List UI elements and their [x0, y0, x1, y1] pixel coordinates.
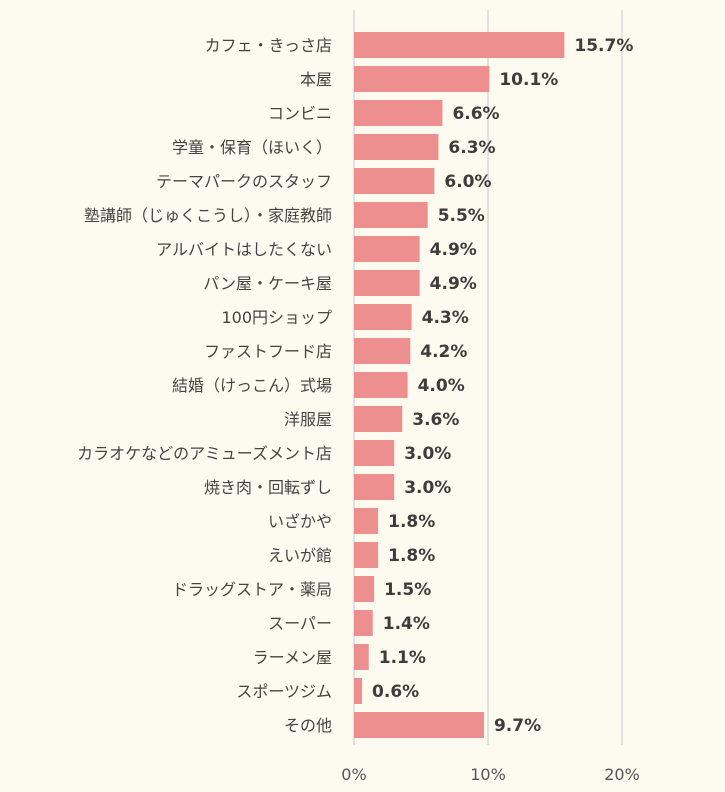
bar: [354, 134, 439, 160]
bar: [354, 508, 379, 534]
category-label: えいが館: [268, 546, 332, 565]
bar: [354, 100, 443, 126]
category-label: スーパー: [268, 614, 332, 633]
value-label: 6.3%: [448, 138, 495, 158]
value-label: 4.2%: [420, 342, 467, 362]
value-label: 3.6%: [412, 410, 459, 430]
bar: [354, 372, 408, 398]
bar: [354, 474, 395, 500]
category-label: ラーメン屋: [253, 648, 332, 667]
category-label: 塾講師（じゅくこうし）・家庭教師: [84, 206, 332, 225]
category-label: カラオケなどのアミューズメント店: [77, 444, 332, 463]
category-label: その他: [284, 716, 332, 735]
category-label: パン屋・ケーキ屋: [203, 274, 332, 293]
bar: [354, 168, 435, 194]
bar: [354, 406, 403, 432]
bar: [354, 270, 420, 296]
value-label: 10.1%: [499, 70, 558, 90]
bar: [354, 576, 375, 602]
value-label: 3.0%: [404, 444, 451, 464]
category-label: カフェ・きっさ店: [205, 36, 332, 55]
bar: [354, 202, 428, 228]
value-label: 1.8%: [388, 546, 435, 566]
category-label: 結婚（けっこん）式場: [172, 376, 332, 395]
bar: [354, 304, 412, 330]
value-label: 3.0%: [404, 478, 451, 498]
bar-layer: [354, 32, 565, 738]
x-tick-label: 0%: [341, 765, 366, 784]
value-label: 1.1%: [379, 648, 426, 668]
bar: [354, 644, 369, 670]
tick-layer: 0% 10% 20%: [341, 765, 639, 784]
value-label: 0.6%: [372, 682, 419, 702]
value-label: 9.7%: [494, 716, 541, 736]
value-label: 15.7%: [574, 36, 633, 56]
x-tick-label: 10%: [470, 765, 506, 784]
category-label: 洋服屋: [284, 410, 332, 429]
category-label: スポーツジム: [236, 682, 332, 701]
value-label: 4.9%: [430, 274, 477, 294]
category-label: 100円ショップ: [221, 308, 332, 327]
value-label: 6.6%: [452, 104, 499, 124]
bar: [354, 32, 565, 58]
category-label: ファストフード店: [204, 342, 332, 361]
bar: [354, 678, 363, 704]
x-tick-label: 20%: [604, 765, 640, 784]
category-label: テーマパークのスタッフ: [156, 172, 332, 191]
bar: [354, 236, 420, 262]
category-label: アルバイトはしたくない: [156, 240, 332, 259]
bar: [354, 440, 395, 466]
category-label: 本屋: [300, 70, 332, 89]
bar: [354, 712, 484, 738]
label-layer: カフェ・きっさ店 15.7% 本屋 10.1% コンビニ 6.6% 学童・保育（ほいく） 6.…: [77, 36, 633, 736]
value-label: 4.9%: [430, 240, 477, 260]
category-label: ドラッグストア・薬局: [172, 580, 332, 599]
value-label: 1.4%: [383, 614, 430, 634]
category-label: 焼き肉・回転ずし: [204, 478, 332, 497]
bar: [354, 338, 411, 364]
value-label: 1.8%: [388, 512, 435, 532]
category-label: コンビニ: [268, 104, 332, 123]
bar: [354, 610, 373, 636]
value-label: 6.0%: [444, 172, 491, 192]
value-label: 4.0%: [418, 376, 465, 396]
category-label: いざかや: [268, 512, 332, 531]
value-label: 1.5%: [384, 580, 431, 600]
value-label: 5.5%: [438, 206, 485, 226]
bar: [354, 542, 379, 568]
bar: [354, 66, 490, 92]
category-label: 学童・保育（ほいく）: [172, 138, 332, 157]
value-label: 4.3%: [422, 308, 469, 328]
